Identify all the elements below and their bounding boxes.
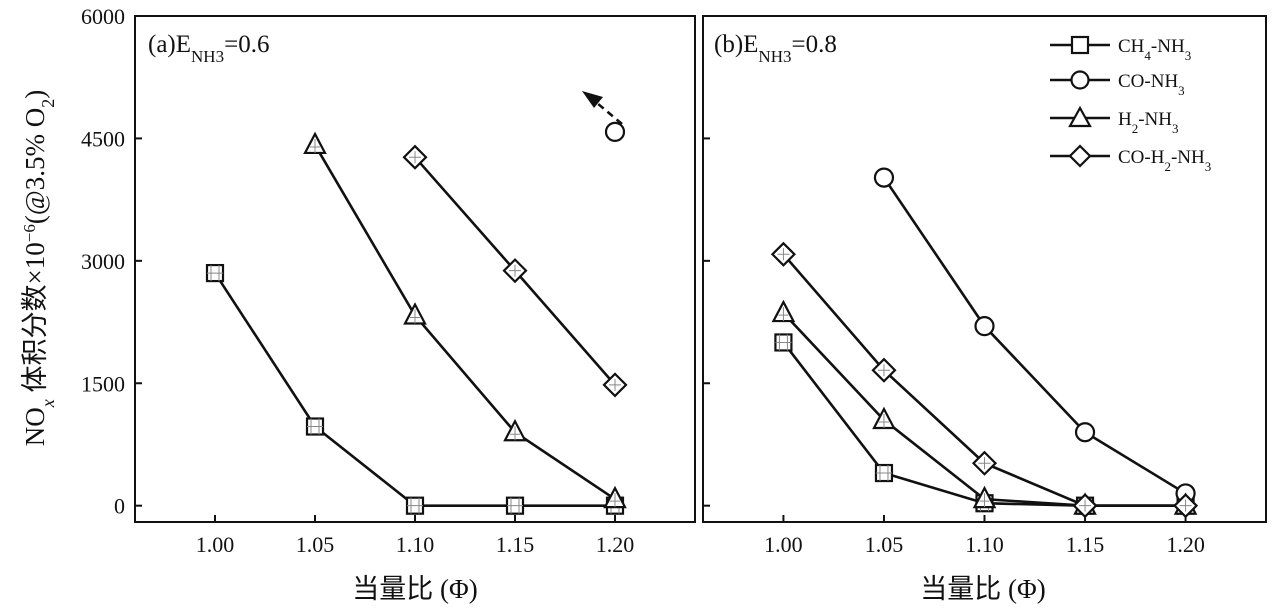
x-tick-label: 1.10 bbox=[396, 532, 435, 557]
data-point-co-nh3 bbox=[873, 167, 895, 188]
series-line-h2-nh3 bbox=[782, 312, 1186, 507]
y-tick-label: 4500 bbox=[81, 126, 125, 151]
y-tick-label: 1500 bbox=[81, 371, 125, 396]
legend-entry-co-h2-nh3: CO-H2-NH3 bbox=[1050, 144, 1211, 174]
series-co-nh3 bbox=[873, 167, 1196, 504]
x-tick-label: 1.15 bbox=[496, 532, 535, 557]
y-axis-title: NOx 体积分数×10−6(@3.5% O2) bbox=[20, 90, 59, 446]
y-tick-label: 6000 bbox=[81, 4, 125, 29]
legend-entry-h2-nh3: H2-NH3 bbox=[1050, 105, 1179, 136]
series-h2-nh3 bbox=[303, 131, 627, 509]
y-tick-label: 0 bbox=[114, 494, 125, 519]
panel-a-label: (a)ENH3=0.6 bbox=[148, 31, 269, 66]
legend-label-ch4-nh3: CH4-NH3 bbox=[1118, 36, 1191, 63]
legend-label-h2-nh3: H2-NH3 bbox=[1118, 109, 1179, 136]
x-tick-label: 1.10 bbox=[965, 532, 1004, 557]
legend-diamond-marker bbox=[1068, 144, 1092, 168]
series-line-h2-nh3 bbox=[313, 144, 616, 501]
panel-a: (a)ENH3=0.6 当量比 (Φ) 1.00 1.05 1.10 1.15 1.20… bbox=[81, 4, 696, 604]
arrow-annotation bbox=[582, 91, 623, 125]
series-co-h2-nh3 bbox=[402, 144, 628, 398]
x-tick-label: 1.20 bbox=[1166, 532, 1205, 557]
panel-b-x-axis-title: 当量比 (Φ) bbox=[920, 574, 1045, 604]
series-co-h2-nh3 bbox=[770, 241, 1199, 519]
legend: CH4-NH3 CO-NH3 H2-NH3 CO-H2-NH3 bbox=[1050, 35, 1211, 174]
y-tick-label: 3000 bbox=[81, 249, 125, 274]
series-co-nh3 bbox=[604, 121, 626, 142]
x-tick-label: 1.00 bbox=[196, 532, 235, 557]
legend-entry-ch4-nh3: CH4-NH3 bbox=[1050, 35, 1191, 63]
panel-b-label: (b)ENH3=0.8 bbox=[714, 31, 837, 66]
legend-circle-marker bbox=[1070, 70, 1090, 90]
series-line-co-nh3 bbox=[882, 176, 1187, 495]
x-tick-label: 1.05 bbox=[296, 532, 335, 557]
legend-label-co-nh3: CO-NH3 bbox=[1118, 71, 1185, 98]
x-tick-label: 1.20 bbox=[596, 532, 635, 557]
x-tick-label: 1.15 bbox=[1066, 532, 1105, 557]
data-point-co-nh3 bbox=[604, 121, 626, 142]
data-point-co-nh3 bbox=[1074, 422, 1096, 443]
legend-label-co-h2-nh3: CO-H2-NH3 bbox=[1118, 147, 1211, 174]
panel-a-x-axis-title: 当量比 (Φ) bbox=[352, 574, 477, 604]
data-point-co-nh3 bbox=[974, 316, 995, 337]
legend-entry-co-nh3: CO-NH3 bbox=[1050, 70, 1185, 98]
legend-square-marker bbox=[1070, 35, 1090, 55]
x-tick-label: 1.05 bbox=[865, 532, 904, 557]
panel-b: (b)ENH3=0.8 当量比 (Φ) 1.00 1.05 1.10 1.15 1.20… bbox=[702, 15, 1267, 604]
legend-triangle-marker bbox=[1068, 105, 1092, 128]
x-tick-label: 1.00 bbox=[764, 532, 803, 557]
series-line-ch4-nh3 bbox=[782, 341, 1186, 507]
